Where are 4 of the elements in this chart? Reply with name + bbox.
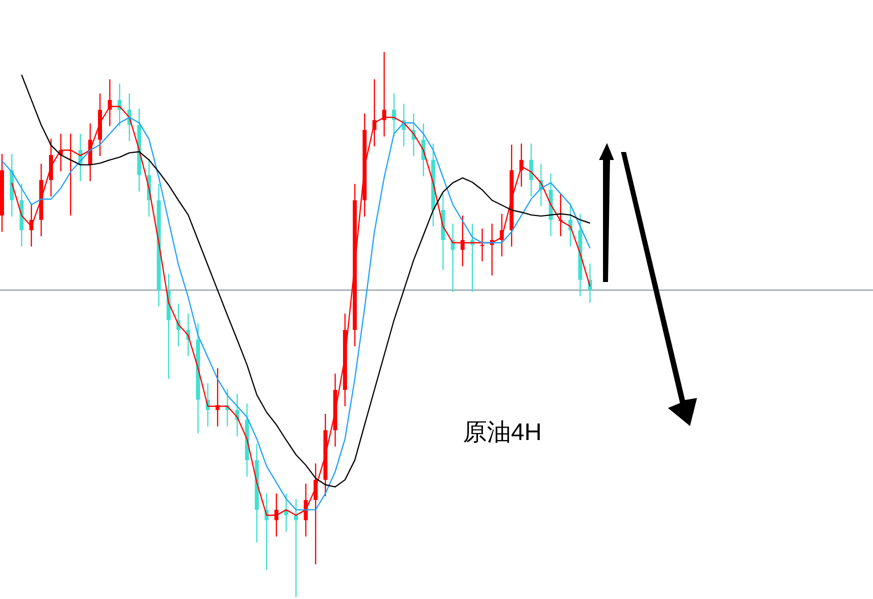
candlestick bbox=[480, 228, 484, 262]
candlestick bbox=[294, 498, 298, 598]
candlestick bbox=[529, 142, 534, 198]
annotation: 原油4H bbox=[463, 419, 542, 446]
